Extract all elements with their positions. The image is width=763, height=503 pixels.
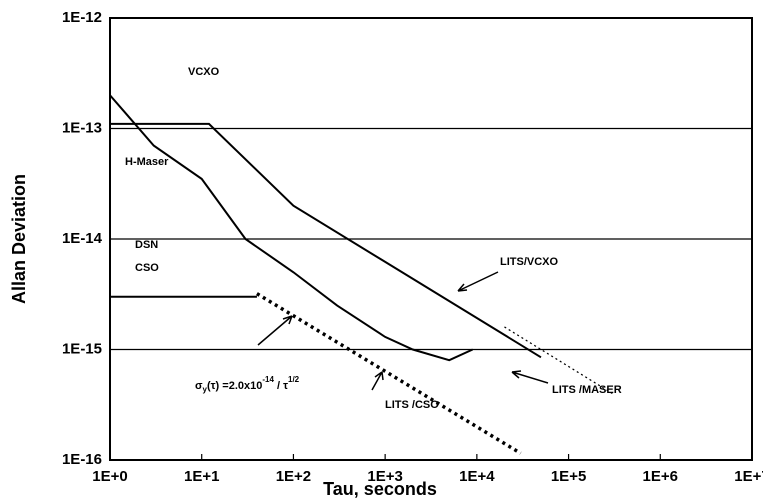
y-axis-label: Allan Deviation — [9, 174, 29, 304]
x-tick-label: 1E+6 — [643, 468, 678, 485]
annotation: LITS /CSO — [385, 399, 439, 411]
arrows — [257, 271, 549, 391]
series-line — [110, 122, 542, 359]
y-tick-label: 1E-12 — [62, 9, 102, 26]
formula-part: -14 — [262, 375, 274, 384]
arrow — [511, 370, 549, 384]
x-axis-label: Tau, seconds — [323, 479, 437, 499]
annotation: DSN — [135, 239, 158, 251]
arrow — [257, 315, 293, 346]
x-tick-label: 1E+1 — [184, 468, 219, 485]
y-tick-label: 1E-14 — [62, 230, 103, 247]
x-tick-label: 1E+4 — [459, 468, 495, 485]
series-line — [504, 326, 613, 394]
x-tick-label: 1E+5 — [551, 468, 586, 485]
formula-part: 1/2 — [288, 375, 300, 384]
series-line — [256, 292, 522, 455]
formula-part: y — [203, 385, 208, 394]
formula-part: σ — [195, 380, 203, 392]
x-tick-label: 1E+0 — [92, 468, 127, 485]
y-tick-label: 1E-15 — [62, 340, 102, 357]
arrow — [457, 271, 499, 292]
plot-frame — [109, 17, 753, 461]
annotation: H-Maser — [125, 156, 169, 168]
annotation: LITS /MASER — [552, 384, 622, 396]
arrow — [371, 371, 384, 391]
x-tick-label: 1E+7 — [734, 468, 763, 485]
annotation: LITS/VCXO — [500, 256, 559, 268]
y-tick-label: 1E-13 — [62, 119, 102, 136]
y-tick-label: 1E-16 — [62, 451, 102, 468]
annotation: VCXO — [188, 66, 220, 78]
formula-part: / τ — [274, 380, 288, 392]
annotation: CSO — [135, 262, 159, 274]
formula: σy(τ) =2.0x10-14 / τ1/2 — [195, 375, 300, 394]
x-tick-label: 1E+2 — [276, 468, 311, 485]
series-line — [109, 94, 474, 362]
formula-part: (τ) =2.0x10 — [207, 380, 262, 392]
x-tick-label: 1E+3 — [367, 468, 402, 485]
